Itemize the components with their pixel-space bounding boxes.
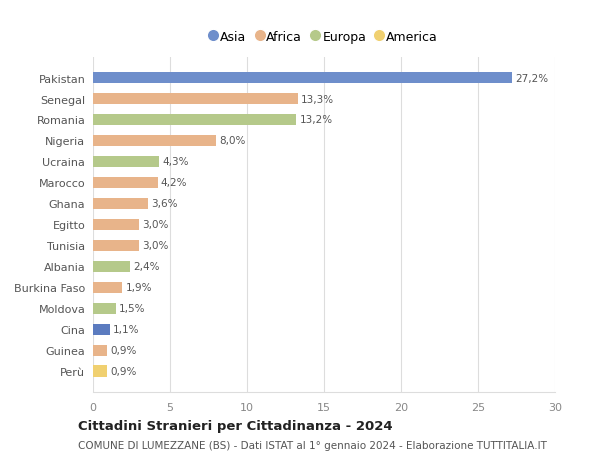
Text: 27,2%: 27,2% <box>515 73 548 84</box>
Bar <box>93 282 122 293</box>
Text: 2,4%: 2,4% <box>133 262 160 272</box>
Bar <box>93 198 148 210</box>
Text: 1,5%: 1,5% <box>119 304 146 313</box>
Text: Cittadini Stranieri per Cittadinanza - 2024: Cittadini Stranieri per Cittadinanza - 2… <box>78 420 392 432</box>
Text: 1,9%: 1,9% <box>125 283 152 293</box>
Bar <box>93 345 107 356</box>
Legend: Asia, Africa, Europa, America: Asia, Africa, Europa, America <box>206 27 442 47</box>
Text: 0,9%: 0,9% <box>110 346 136 356</box>
Bar <box>93 219 139 231</box>
Bar <box>93 261 130 273</box>
Text: 0,9%: 0,9% <box>110 366 136 376</box>
Bar <box>93 240 139 252</box>
Text: 13,3%: 13,3% <box>301 94 334 104</box>
Bar <box>93 324 110 336</box>
Bar <box>93 114 296 126</box>
Bar <box>93 94 298 105</box>
Text: COMUNE DI LUMEZZANE (BS) - Dati ISTAT al 1° gennaio 2024 - Elaborazione TUTTITAL: COMUNE DI LUMEZZANE (BS) - Dati ISTAT al… <box>78 440 547 450</box>
Text: 8,0%: 8,0% <box>219 136 245 146</box>
Text: 3,0%: 3,0% <box>142 241 169 251</box>
Text: 3,0%: 3,0% <box>142 220 169 230</box>
Text: 13,2%: 13,2% <box>299 115 332 125</box>
Text: 1,1%: 1,1% <box>113 325 140 335</box>
Text: 4,2%: 4,2% <box>161 178 187 188</box>
Bar <box>93 303 116 314</box>
Bar <box>93 366 107 377</box>
Bar <box>93 177 158 189</box>
Text: 3,6%: 3,6% <box>152 199 178 209</box>
Bar <box>93 73 512 84</box>
Bar <box>93 157 159 168</box>
Bar <box>93 135 216 147</box>
Text: 4,3%: 4,3% <box>162 157 189 167</box>
